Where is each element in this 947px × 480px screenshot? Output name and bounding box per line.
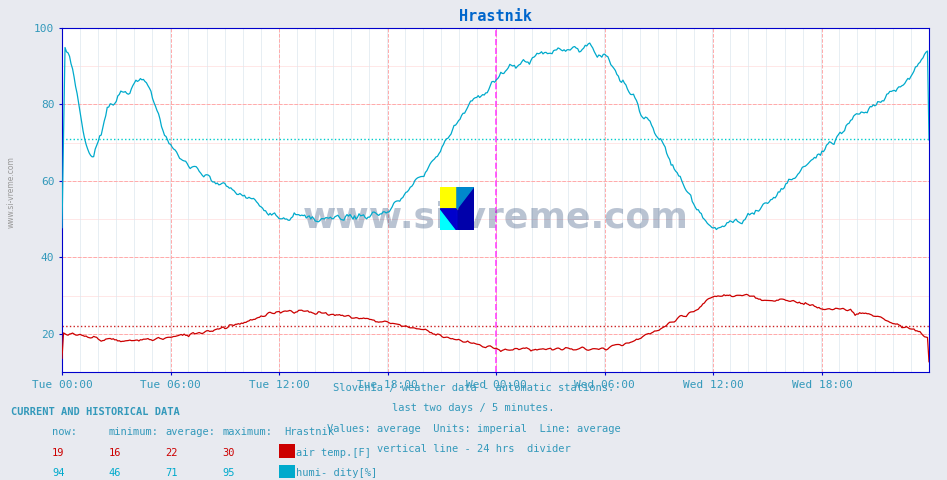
Text: 19: 19 [52,447,64,457]
Text: Hrastnik: Hrastnik [284,427,334,437]
Text: 30: 30 [223,447,235,457]
Text: 22: 22 [166,447,178,457]
Text: humi- dity[%]: humi- dity[%] [296,468,378,478]
Text: minimum:: minimum: [109,427,159,437]
Text: 95: 95 [223,468,235,478]
Text: www.si-vreme.com: www.si-vreme.com [302,200,688,234]
Text: maximum:: maximum: [223,427,273,437]
Text: 46: 46 [109,468,121,478]
Text: 16: 16 [109,447,121,457]
Text: Slovenia / weather data - automatic stations.: Slovenia / weather data - automatic stat… [333,383,614,393]
Text: vertical line - 24 hrs  divider: vertical line - 24 hrs divider [377,444,570,454]
Text: Values: average  Units: imperial  Line: average: Values: average Units: imperial Line: av… [327,423,620,433]
Polygon shape [440,209,457,230]
Text: 71: 71 [166,468,178,478]
Polygon shape [457,187,474,230]
Polygon shape [457,187,474,209]
Title: Hrastnik: Hrastnik [459,9,532,24]
Text: last two days / 5 minutes.: last two days / 5 minutes. [392,403,555,413]
Text: average:: average: [166,427,216,437]
Text: www.si-vreme.com: www.si-vreme.com [7,156,16,228]
Text: now:: now: [52,427,77,437]
Polygon shape [440,209,457,230]
Text: 94: 94 [52,468,64,478]
Text: CURRENT AND HISTORICAL DATA: CURRENT AND HISTORICAL DATA [11,407,180,417]
Bar [440,187,457,209]
Text: air temp.[F]: air temp.[F] [296,447,371,457]
